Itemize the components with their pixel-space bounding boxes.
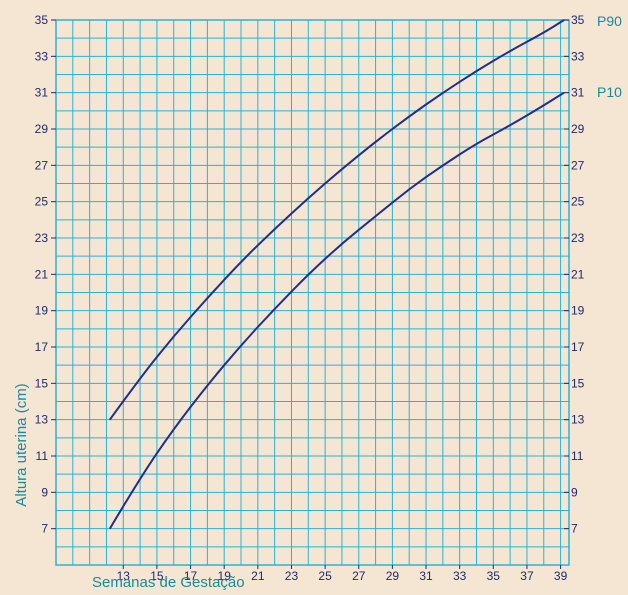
- legend-label-p90: P90: [597, 13, 622, 29]
- y-tick-label-left: 11: [36, 449, 49, 463]
- y-tick-label-left: 15: [35, 376, 49, 390]
- y-tick-label-right: 31: [571, 86, 585, 100]
- x-tick-label: 27: [352, 569, 366, 583]
- y-tick-label-left: 21: [35, 267, 49, 281]
- y-axis-title: Altura uterina (cm): [13, 383, 30, 506]
- x-tick-label: 21: [251, 569, 265, 583]
- y-tick-label-left: 23: [35, 231, 49, 245]
- x-tick-label: 15: [150, 569, 164, 583]
- y-tick-label-left: 13: [35, 413, 49, 427]
- x-axis-title: Semanas de Gestação: [92, 574, 245, 591]
- y-tick-label-right: 21: [571, 267, 585, 281]
- series-line-p10: [108, 91, 565, 530]
- y-tick-label-right: 27: [571, 158, 585, 172]
- x-tick-label: 33: [453, 569, 467, 583]
- y-tick-label-left: 27: [35, 158, 49, 172]
- y-tick-label-right: 15: [571, 376, 585, 390]
- y-tick-label-right: 25: [571, 195, 585, 209]
- x-tick-label: 31: [419, 569, 433, 583]
- plot-frame: [55, 19, 570, 566]
- y-tick-label-left: 25: [35, 195, 49, 209]
- series-line-p90: [108, 19, 565, 421]
- y-tick-label-left: 17: [35, 340, 49, 354]
- y-tick-label-right: 33: [571, 49, 585, 63]
- y-tick-label-left: 31: [35, 86, 49, 100]
- y-tick-label-right: 19: [571, 304, 585, 318]
- y-tick-label-right: 9: [571, 485, 578, 499]
- series-lines: [108, 19, 565, 530]
- x-tick-label: 29: [386, 569, 400, 583]
- x-tick-label: 17: [184, 569, 198, 583]
- y-tick-label-right: 23: [571, 231, 585, 245]
- x-tick-label: 37: [520, 569, 534, 583]
- y-tick-label-right: 11: [571, 449, 584, 463]
- y-tick-label-right: 7: [571, 522, 578, 536]
- x-tick-label: 23: [285, 569, 299, 583]
- y-tick-label-right: 17: [571, 340, 585, 354]
- y-tick-label-left: 29: [35, 122, 49, 136]
- x-tick-label: 25: [318, 569, 332, 583]
- x-tick-label: 35: [487, 569, 501, 583]
- y-tick-label-left: 7: [41, 522, 48, 536]
- y-tick-label-left: 33: [35, 49, 49, 63]
- x-tick-label: 13: [117, 569, 131, 583]
- y-tick-label-right: 13: [571, 413, 585, 427]
- legend-label-p10: P10: [597, 84, 622, 100]
- tick-labels: 7 7 9 9 11 11 13 13 15 15 17 17 19 19 21 21 23 23 25 25 27 27…: [35, 13, 585, 583]
- y-tick-label-left: 19: [35, 304, 49, 318]
- y-tick-label-right: 29: [571, 122, 585, 136]
- y-tick-label-left: 9: [41, 485, 48, 499]
- x-tick-label: 19: [218, 569, 232, 583]
- x-tick-label: 39: [554, 569, 568, 583]
- y-tick-label-left: 35: [35, 13, 49, 27]
- grid: [55, 19, 570, 566]
- y-tick-label-right: 35: [571, 13, 585, 27]
